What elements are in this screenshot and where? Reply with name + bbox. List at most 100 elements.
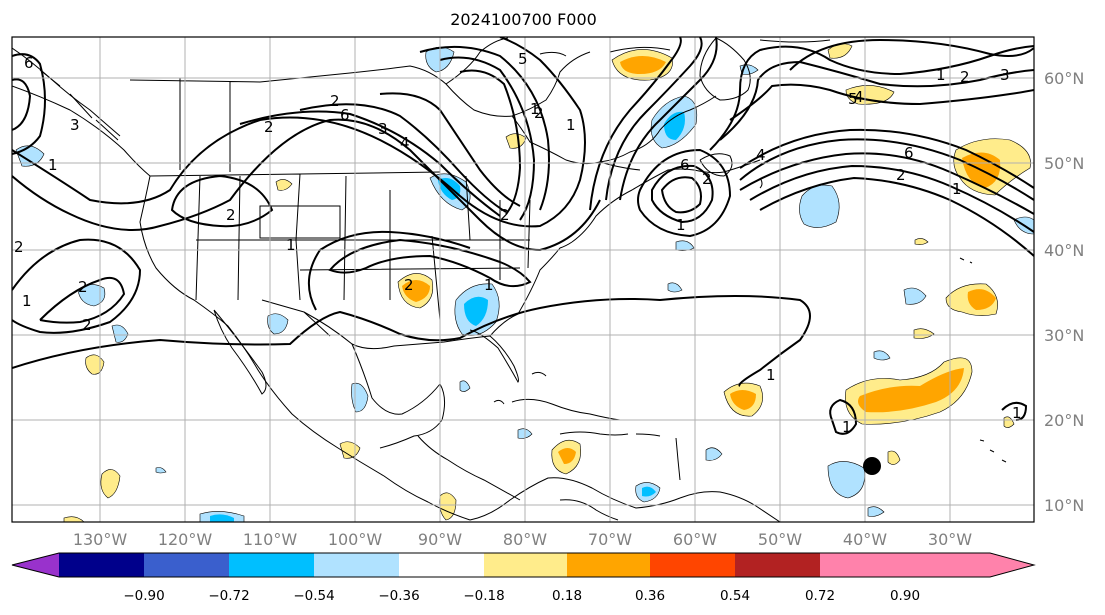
shading-layer [15, 43, 1034, 522]
shade-negative [111, 324, 129, 343]
colorbar-extend-low [12, 553, 59, 577]
colorbar-tick-label: 0.18 [552, 588, 582, 604]
shade-positive [914, 238, 929, 245]
contour-label: 6 [340, 106, 350, 124]
contour-label: 1 [566, 116, 576, 134]
colorbar-segment [820, 553, 905, 577]
colorbar-outline [11, 552, 1036, 578]
colorbar-extend-high [905, 553, 1034, 577]
contour-label: 1 [952, 180, 962, 198]
shade-positive [887, 450, 901, 465]
contour-label: 2 [896, 166, 906, 184]
shade-negative [155, 467, 167, 474]
shade-positive [100, 469, 121, 499]
lon-tick-label: 50°W [758, 530, 802, 549]
lon-tick-label: 80°W [503, 530, 547, 549]
contour-label: 5 [518, 50, 528, 68]
shade-negative-core [464, 296, 488, 326]
contour-label: 5 [848, 90, 858, 108]
lat-tick-label: 20°N [1044, 411, 1084, 430]
lat-tick-label: 10°N [1044, 496, 1084, 515]
shade-negative [351, 382, 369, 413]
contour-label: 2 [14, 238, 24, 256]
contour-label: 4 [756, 146, 766, 164]
lon-tick-label: 70°W [588, 530, 632, 549]
contour-label: 1 [766, 366, 776, 384]
shade-negative [267, 313, 289, 335]
colorbar: −0.90 −0.72 −0.54 −0.36 −0.18 0.18 0.36 … [11, 552, 1036, 604]
shade-negative [459, 380, 471, 392]
shade-positive [63, 516, 85, 522]
contour-label: 1 [286, 236, 296, 254]
contour-label: 2 [534, 104, 544, 122]
map-area [12, 37, 1034, 522]
colorbar-tick-label: −0.18 [463, 588, 504, 604]
contour-label: 2 [226, 206, 236, 224]
contour-label-layer: 6 2 1 2 1 2 2 1 6 2 1 2 3 4 5 1 2 1 1 2 … [14, 50, 1022, 436]
map-title: 2024100700 F000 [450, 10, 597, 29]
contour-label: 1 [484, 276, 494, 294]
shade-negative-core [642, 486, 656, 497]
contour-label: 1 [48, 156, 58, 174]
shade-positive-core [402, 280, 430, 302]
colorbar-tick-label: 0.54 [720, 588, 750, 604]
map-frame [11, 36, 1035, 523]
colorbar-tick-label: −0.36 [378, 588, 419, 604]
graticule [12, 37, 1034, 522]
contour-label: 1 [530, 100, 540, 118]
contour-layer [12, 37, 1034, 435]
contour-label: 6 [904, 144, 914, 162]
lon-tick-label: 90°W [418, 530, 462, 549]
storm-center-marker [863, 457, 881, 475]
contour-label: 2 [330, 92, 340, 110]
contour-label: 2 [82, 316, 92, 334]
colorbar-segment [735, 553, 820, 577]
shade-negative [873, 350, 891, 361]
shade-positive [913, 328, 935, 339]
lon-tick-label: 60°W [673, 530, 717, 549]
contour-label: 1 [22, 292, 32, 310]
colorbar-tick-label: 0.90 [890, 588, 920, 604]
colorbar-segment [144, 553, 229, 577]
lat-tick-label: 40°N [1044, 241, 1084, 260]
contour-label: 1 [936, 66, 946, 84]
shade-positive-core [730, 390, 756, 410]
lon-tick-label: 120°W [158, 530, 213, 549]
shade-negative-core [664, 111, 685, 140]
lon-tick-label: 130°W [73, 530, 128, 549]
colorbar-segment [229, 553, 314, 577]
shade-positive-core [620, 56, 666, 74]
shade-negative [705, 447, 723, 461]
colorbar-tick-label: 0.36 [635, 588, 665, 604]
contour-label: 3 [378, 120, 388, 138]
contour-label: 1 [676, 216, 686, 234]
lon-axis: 130°W 120°W 110°W 100°W 90°W 80°W 70°W 6… [73, 530, 972, 549]
shade-negative [867, 506, 885, 517]
lat-tick-label: 60°N [1044, 69, 1084, 88]
contour-label: 2 [702, 170, 712, 188]
contour-label: 3 [70, 116, 80, 134]
lon-tick-label: 40°W [843, 530, 887, 549]
colorbar-tick-label: 0.72 [805, 588, 835, 604]
colorbar-segment [314, 553, 399, 577]
shade-positive [275, 179, 293, 191]
shade-negative-core [210, 514, 234, 522]
shade-positive-core [858, 368, 964, 413]
colorbar-segment [59, 553, 144, 577]
shade-negative [827, 461, 865, 499]
colorbar-segment [650, 553, 735, 577]
contour-label: 4 [854, 88, 864, 106]
lat-axis: 10°N 20°N 30°N 40°N 50°N 60°N [1044, 69, 1084, 515]
colorbar-tick-label: −0.90 [123, 588, 164, 604]
lat-tick-label: 50°N [1044, 154, 1084, 173]
lon-tick-label: 30°W [928, 530, 972, 549]
shade-negative [903, 287, 927, 305]
contour-label: 4 [400, 134, 410, 152]
colorbar-segment [399, 553, 484, 577]
lon-tick-label: 110°W [243, 530, 298, 549]
contour-label: 1 [842, 418, 852, 436]
contour-label: 1 [1012, 404, 1022, 422]
lat-tick-label: 30°N [1044, 326, 1084, 345]
shade-positive-core [558, 448, 576, 464]
